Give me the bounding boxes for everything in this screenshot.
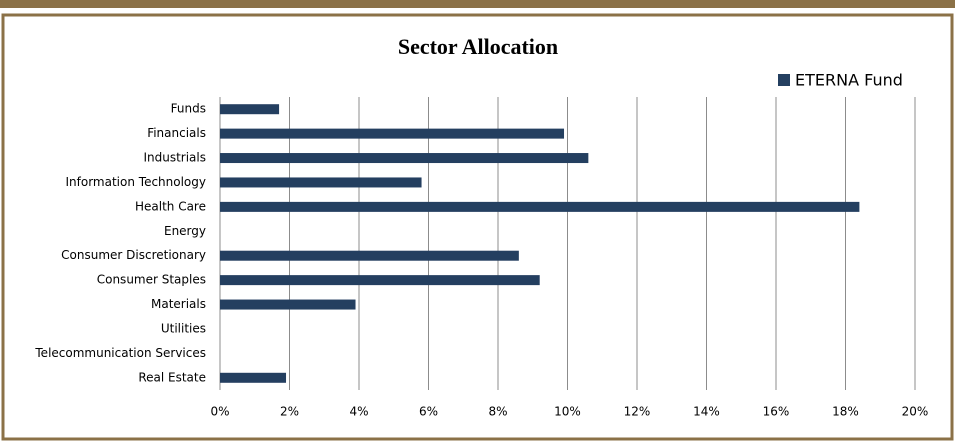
frame (1, 13, 954, 441)
y-tick-label: Consumer Discretionary (61, 248, 206, 262)
y-tick-label: Consumer Staples (97, 273, 206, 287)
legend-label: ETERNA Fund (795, 71, 903, 90)
x-tick-label: 4% (349, 405, 368, 419)
y-tick-label: Funds (171, 102, 206, 116)
x-tick-label: 6% (419, 405, 438, 419)
y-tick-label: Financials (147, 126, 206, 140)
chart-title: Sector Allocation (398, 34, 558, 59)
bar (220, 275, 540, 286)
y-tick-label: Information Technology (66, 175, 207, 189)
y-tick-label: Telecommunication Services (34, 346, 206, 360)
top-strip (0, 0, 955, 8)
bar (220, 299, 356, 310)
bar (220, 201, 860, 212)
x-tick-label: 10% (554, 405, 581, 419)
x-tick-label: 12% (624, 405, 651, 419)
bar (220, 153, 589, 164)
bar (220, 372, 287, 383)
bar (220, 104, 280, 115)
bar (220, 177, 422, 188)
x-tick-label: 2% (280, 405, 299, 419)
y-tick-label: Health Care (135, 199, 206, 213)
bar (220, 250, 519, 261)
x-tick-label: 16% (763, 405, 790, 419)
y-tick-label: Utilities (161, 321, 206, 335)
y-tick-label: Materials (151, 297, 206, 311)
y-tick-label: Energy (164, 224, 206, 238)
legend-swatch (778, 74, 790, 86)
x-tick-label: 8% (488, 405, 507, 419)
bar (220, 128, 565, 139)
x-tick-label: 0% (210, 405, 229, 419)
x-tick-label: 18% (832, 405, 859, 419)
x-tick-label: 14% (693, 405, 720, 419)
x-tick-label: 20% (902, 405, 929, 419)
y-tick-label: Industrials (143, 151, 206, 165)
y-tick-label: Real Estate (138, 370, 206, 384)
